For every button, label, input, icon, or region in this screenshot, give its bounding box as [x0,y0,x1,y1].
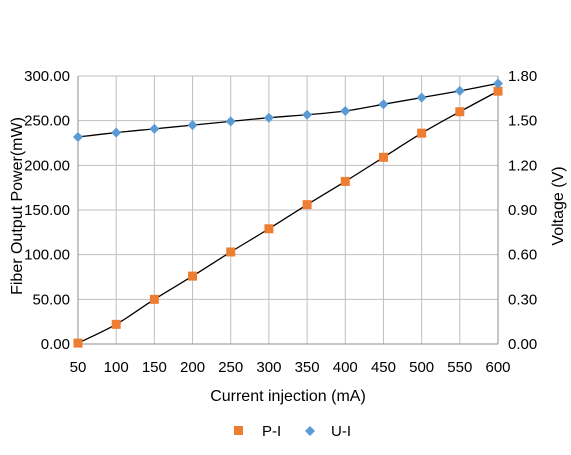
x-tick-label: 250 [218,359,243,376]
legend-marker-p-i [234,426,243,435]
marker-p-i [455,107,465,117]
marker-u-i [149,123,160,134]
y-tick-label-left: 200.00 [24,157,70,174]
marker-u-i [73,132,83,143]
data-markers [73,78,503,348]
marker-p-i [73,338,83,348]
y-tick-label-right: 0.30 [508,291,537,308]
x-tick-label: 450 [371,359,396,376]
marker-u-i [225,116,236,127]
marker-p-i [149,294,159,304]
legend-marker-u-i [305,426,315,436]
x-tick-label: 600 [485,359,510,376]
marker-p-i [378,152,388,162]
trend-curves [77,82,499,344]
y-tick-label-right: 1.80 [508,68,537,85]
marker-u-i [493,78,503,89]
x-tick-label: 500 [409,359,434,376]
marker-p-i [340,176,350,186]
x-tick-label: 350 [295,359,320,376]
legend-label-u-i: U-I [331,423,351,440]
marker-u-i [111,127,122,138]
legend: P-I U-I [234,423,351,440]
marker-p-i [188,271,198,281]
legend-label-p-i: P-I [262,423,281,440]
y-tick-label-right: 0.00 [508,336,537,353]
trendline-u-i [77,82,499,138]
x-tick-label: 300 [256,359,281,376]
x-tick-label: 50 [70,359,87,376]
y-tick-label-right: 1.50 [508,113,537,130]
y-tick-label-left: 300.00 [24,68,70,85]
marker-u-i [187,120,198,131]
tick-labels: 50 100 150 200 250 300 350 400 450 500 550 600 0.00 5… [24,68,537,376]
marker-u-i [263,112,274,123]
x-tick-label: 550 [447,359,472,376]
marker-u-i [454,85,465,96]
marker-u-i [340,105,351,116]
trendline-p-i [77,90,499,344]
y-tick-label-right: 1.20 [508,157,537,174]
y-tick-label-left: 250.00 [24,113,70,130]
y-tick-label-left: 150.00 [24,202,70,219]
marker-p-i [493,86,503,96]
marker-p-i [226,247,236,257]
marker-p-i [417,128,427,138]
marker-u-i [378,99,389,110]
x-tick-label: 150 [142,359,167,376]
x-tick-label: 200 [180,359,205,376]
y-tick-label-left: 50.00 [32,291,70,308]
y-axis-title-left: Fiber Output Power(mW) [9,117,26,295]
marker-p-i [111,319,121,329]
x-tick-label: 100 [104,359,129,376]
marker-u-i [416,92,427,103]
marker-p-i [264,224,274,234]
axes [77,76,499,345]
y-tick-label-right: 0.60 [508,247,537,264]
y-tick-label-right: 0.90 [508,202,537,219]
marker-u-i [302,109,313,120]
y-tick-label-left: 0.00 [41,336,70,353]
marker-p-i [302,200,312,210]
y-axis-title-right: Voltage (V) [550,166,567,245]
y-tick-label-left: 100.00 [24,247,70,264]
x-axis-title: Current injection (mA) [210,388,366,405]
x-tick-label: 400 [333,359,358,376]
